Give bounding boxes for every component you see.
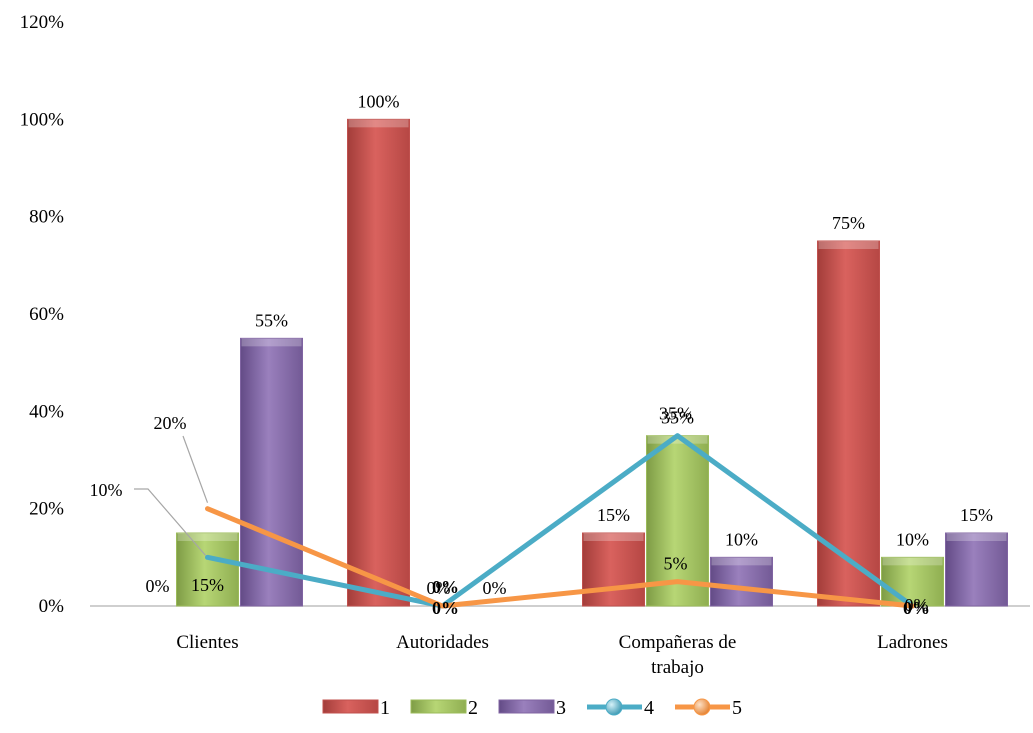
category-label-compa-eras-de-trabajo: Compañeras de trabajo (619, 632, 737, 678)
data-label-series-5-clientes: 20% (154, 413, 187, 433)
data-label-series-2-ladrones: 10% (896, 529, 929, 549)
data-label-series-5-autoridades: 0% (432, 598, 459, 618)
legend-swatch-2 (410, 699, 467, 714)
legend-item-5: 5 (675, 697, 742, 719)
data-label-series-3-autoridades: 0% (483, 578, 507, 598)
data-label-series-4-ladrones: 0% (903, 598, 930, 618)
legend-label-5: 5 (732, 697, 742, 719)
y-tick-label-4: 80% (29, 207, 64, 228)
data-label-series-4-clientes: 10% (90, 480, 123, 500)
data-label-series-3-ladrones: 15% (960, 505, 993, 525)
data-label-series-2-autoridades: 0% (427, 578, 451, 598)
data-label-series-4-autoridades: 0% (432, 577, 459, 597)
legend-item-3: 3 (498, 697, 566, 719)
data-label-series-2-compa-eras-de-trabajo: 35% (661, 408, 694, 428)
data-label-series-1-ladrones: 75% (832, 213, 865, 233)
bar-series-3-ladrones (945, 532, 1008, 607)
category-label-clientes: Clientes (176, 632, 238, 653)
y-axis: 0% 20% 40% 60% 80% 100% 120% (20, 12, 65, 617)
line-series-5 (205, 506, 915, 609)
legend-item-1: 1 (322, 697, 390, 719)
legend-label-2: 2 (468, 697, 478, 719)
data-label-series-1-autoridades: 100% (358, 91, 400, 111)
y-tick-label-1: 20% (29, 499, 64, 520)
bar-series-3-clientes (240, 337, 303, 607)
legend-marker-5 (693, 698, 711, 716)
bar-series-1-autoridades (347, 118, 410, 607)
y-tick-label-3: 60% (29, 304, 64, 325)
data-label-series-4-compa-eras-de-trabajo: 35% (659, 404, 692, 424)
bar-series-2-clientes (176, 532, 239, 607)
legend: 1 2 3 4 5 (322, 697, 742, 719)
x-axis: Clientes Autoridades Compañeras de trabajo L… (90, 605, 1030, 678)
legend-label-4: 4 (644, 697, 654, 719)
leader-line-series-4 (134, 488, 206, 556)
legend-label-1: 1 (380, 697, 390, 719)
data-label-series-5-compa-eras-de-trabajo: 5% (664, 554, 688, 574)
legend-swatch-3 (498, 699, 555, 714)
data-label-series-3-compa-eras-de-trabajo: 10% (725, 529, 758, 549)
bar-series-3-compa-eras-de-trabajo (710, 556, 773, 607)
legend-label-3: 3 (556, 697, 566, 719)
y-tick-label-0: 0% (39, 596, 65, 617)
legend-item-2: 2 (410, 697, 478, 719)
bars (176, 118, 1008, 607)
legend-marker-4 (605, 698, 623, 716)
y-tick-label-2: 40% (29, 401, 64, 422)
category-label-ladrones: Ladrones (877, 632, 948, 653)
legend-swatch-1 (322, 699, 379, 714)
data-label-series-5-ladrones: 0% (905, 595, 929, 615)
data-label-series-1-compa-eras-de-trabajo: 15% (597, 505, 630, 525)
y-tick-label-6: 120% (20, 12, 65, 33)
bar-series-1-ladrones (817, 240, 880, 607)
lines (205, 433, 915, 609)
y-tick-label-5: 100% (20, 109, 65, 130)
line-series-4 (205, 433, 915, 609)
data-label-series-3-clientes: 55% (255, 310, 288, 330)
bar-series-1-compa-eras-de-trabajo (582, 532, 645, 607)
data-label-series-1-clientes: 0% (146, 576, 170, 596)
category-label-autoridades: Autoridades (396, 632, 489, 653)
data-label-series-2-clientes: 15% (191, 575, 224, 595)
leader-line-series-5 (182, 435, 209, 503)
legend-item-4: 4 (587, 697, 654, 719)
data-labels: 0% 100% 15% 75% 15% 0% 35% 10% 55% 0% 10% 15% 10% 0% 3… (90, 91, 994, 618)
